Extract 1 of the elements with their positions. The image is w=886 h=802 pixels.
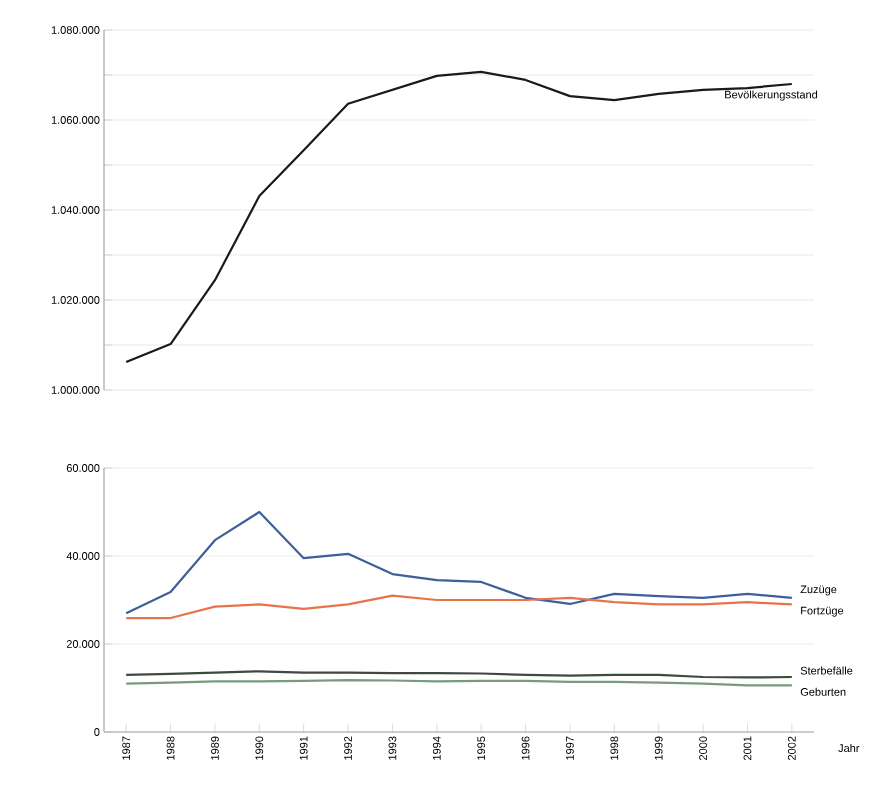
line-series — [125, 510, 793, 615]
